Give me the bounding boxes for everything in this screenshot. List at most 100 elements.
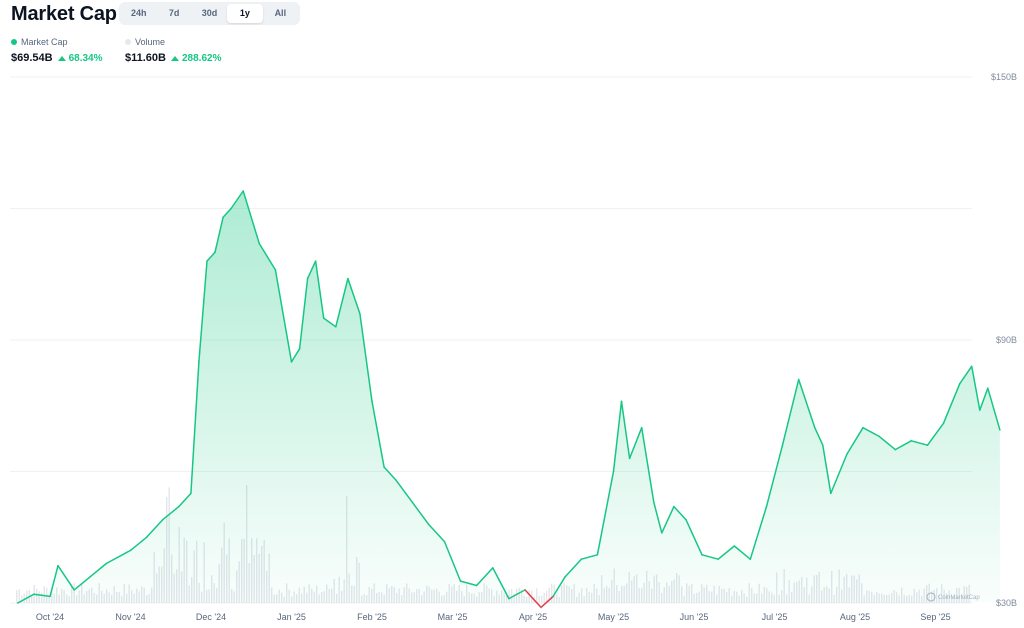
market-cap-line-segment — [178, 492, 192, 508]
volume-bar — [536, 588, 538, 603]
tab-1y[interactable]: 1y — [227, 4, 263, 23]
data-point — [178, 506, 180, 508]
data-point — [926, 444, 929, 446]
y-tick-label: $90B — [996, 335, 1017, 345]
market-cap-line-segment — [717, 545, 736, 560]
data-point — [335, 326, 337, 328]
data-point — [629, 457, 631, 459]
market-cap-line-segment — [661, 505, 675, 534]
market-cap-line-segment — [822, 444, 832, 495]
market-cap-line-segment — [580, 554, 599, 560]
legend-volume[interactable]: Volume — [125, 37, 165, 47]
data-point — [459, 580, 462, 582]
data-point — [653, 501, 655, 503]
volume-bar — [26, 590, 28, 603]
market-cap-line-segment — [57, 564, 75, 591]
volume-change-text: 288.62% — [181, 52, 222, 64]
data-point — [910, 440, 912, 442]
market-cap-line-segment — [258, 242, 277, 271]
market-cap-line-segment — [206, 251, 216, 262]
data-point — [798, 378, 800, 381]
data-point — [749, 558, 751, 560]
market-cap-line-segment — [89, 562, 108, 578]
market-cap-line-segment — [242, 190, 261, 245]
data-point — [162, 519, 164, 521]
x-tick-label: Oct '24 — [36, 612, 64, 622]
volume-bar — [511, 589, 513, 603]
coinmarketcap-logo-icon — [926, 592, 936, 602]
market-cap-line-segment — [540, 595, 554, 609]
data-point — [673, 506, 675, 508]
data-point — [620, 400, 623, 402]
volume-bar — [543, 592, 545, 603]
caret-up-icon — [170, 55, 179, 61]
market-cap-line-segment — [492, 567, 510, 600]
tab-24h[interactable]: 24h — [130, 8, 147, 18]
data-point — [564, 576, 566, 578]
market-cap-line-segment — [306, 260, 317, 280]
data-point — [214, 251, 216, 253]
data-point — [323, 317, 325, 319]
volume-bar — [551, 583, 553, 603]
market-cap-line-segment — [335, 277, 349, 328]
page-title: Market Cap — [11, 3, 117, 25]
market-cap-line-segment — [685, 518, 703, 556]
market-cap-line-segment — [846, 426, 864, 455]
x-tick-label: Jan '25 — [277, 612, 306, 622]
market-cap-line-segment — [508, 589, 526, 600]
data-point — [57, 565, 59, 567]
market-cap-dot-icon — [11, 39, 17, 45]
market-cap-line-segment — [596, 470, 615, 556]
x-tick-label: Dec '24 — [196, 612, 226, 622]
market-cap-line-segment — [620, 400, 631, 460]
data-point — [230, 207, 232, 210]
market-cap-line-segment — [556, 575, 566, 591]
volume-bar — [548, 587, 550, 603]
market-cap-line-segment — [701, 554, 719, 560]
volume-bar — [16, 590, 18, 603]
data-point — [661, 532, 663, 534]
market-cap-line-segment — [733, 545, 752, 560]
data-point — [190, 492, 192, 494]
x-tick-label: Mar '25 — [438, 612, 468, 622]
x-tick-label: Nov '24 — [115, 612, 145, 622]
tab-all[interactable]: All — [274, 8, 287, 18]
market-cap-line-segment — [383, 466, 397, 482]
data-point — [274, 269, 276, 271]
market-cap-line-segment — [411, 501, 430, 525]
y-tick-label: $30B — [996, 598, 1017, 608]
x-tick-label: Jun '25 — [680, 612, 709, 622]
data-point — [222, 216, 224, 218]
data-point — [17, 602, 19, 604]
data-point — [492, 567, 494, 569]
data-point — [198, 361, 200, 363]
data-point — [733, 545, 735, 547]
market-cap-line-segment — [290, 348, 301, 363]
market-cap-line-segment — [612, 400, 623, 473]
volume-bar — [18, 589, 20, 603]
market-cap-line-segment — [564, 558, 583, 578]
market-cap-line-segment — [653, 501, 663, 534]
market-cap-line-segment — [371, 400, 385, 468]
data-point — [556, 589, 558, 591]
volume-bar — [21, 595, 23, 603]
data-point — [89, 576, 91, 578]
market-cap-line-segment — [797, 378, 816, 429]
data-point — [942, 422, 945, 424]
market-cap-line-segment — [878, 435, 897, 451]
data-point — [685, 519, 687, 521]
market-cap-line-segment — [814, 426, 824, 446]
watermark-text: CoinMarketCap — [938, 595, 980, 601]
market-cap-line-segment — [298, 277, 309, 350]
market-cap-line-segment — [190, 361, 200, 495]
market-cap-line-segment — [475, 567, 494, 587]
data-point — [999, 429, 1001, 431]
tab-7d[interactable]: 7d — [168, 8, 180, 18]
data-point — [105, 562, 107, 565]
legend-market-cap[interactable]: Market Cap — [11, 37, 68, 47]
tab-30d[interactable]: 30d — [201, 8, 218, 18]
market-cap-line-segment — [958, 365, 973, 385]
market-cap-line-segment — [987, 387, 1001, 431]
legend-market-cap-label: Market Cap — [21, 37, 68, 47]
